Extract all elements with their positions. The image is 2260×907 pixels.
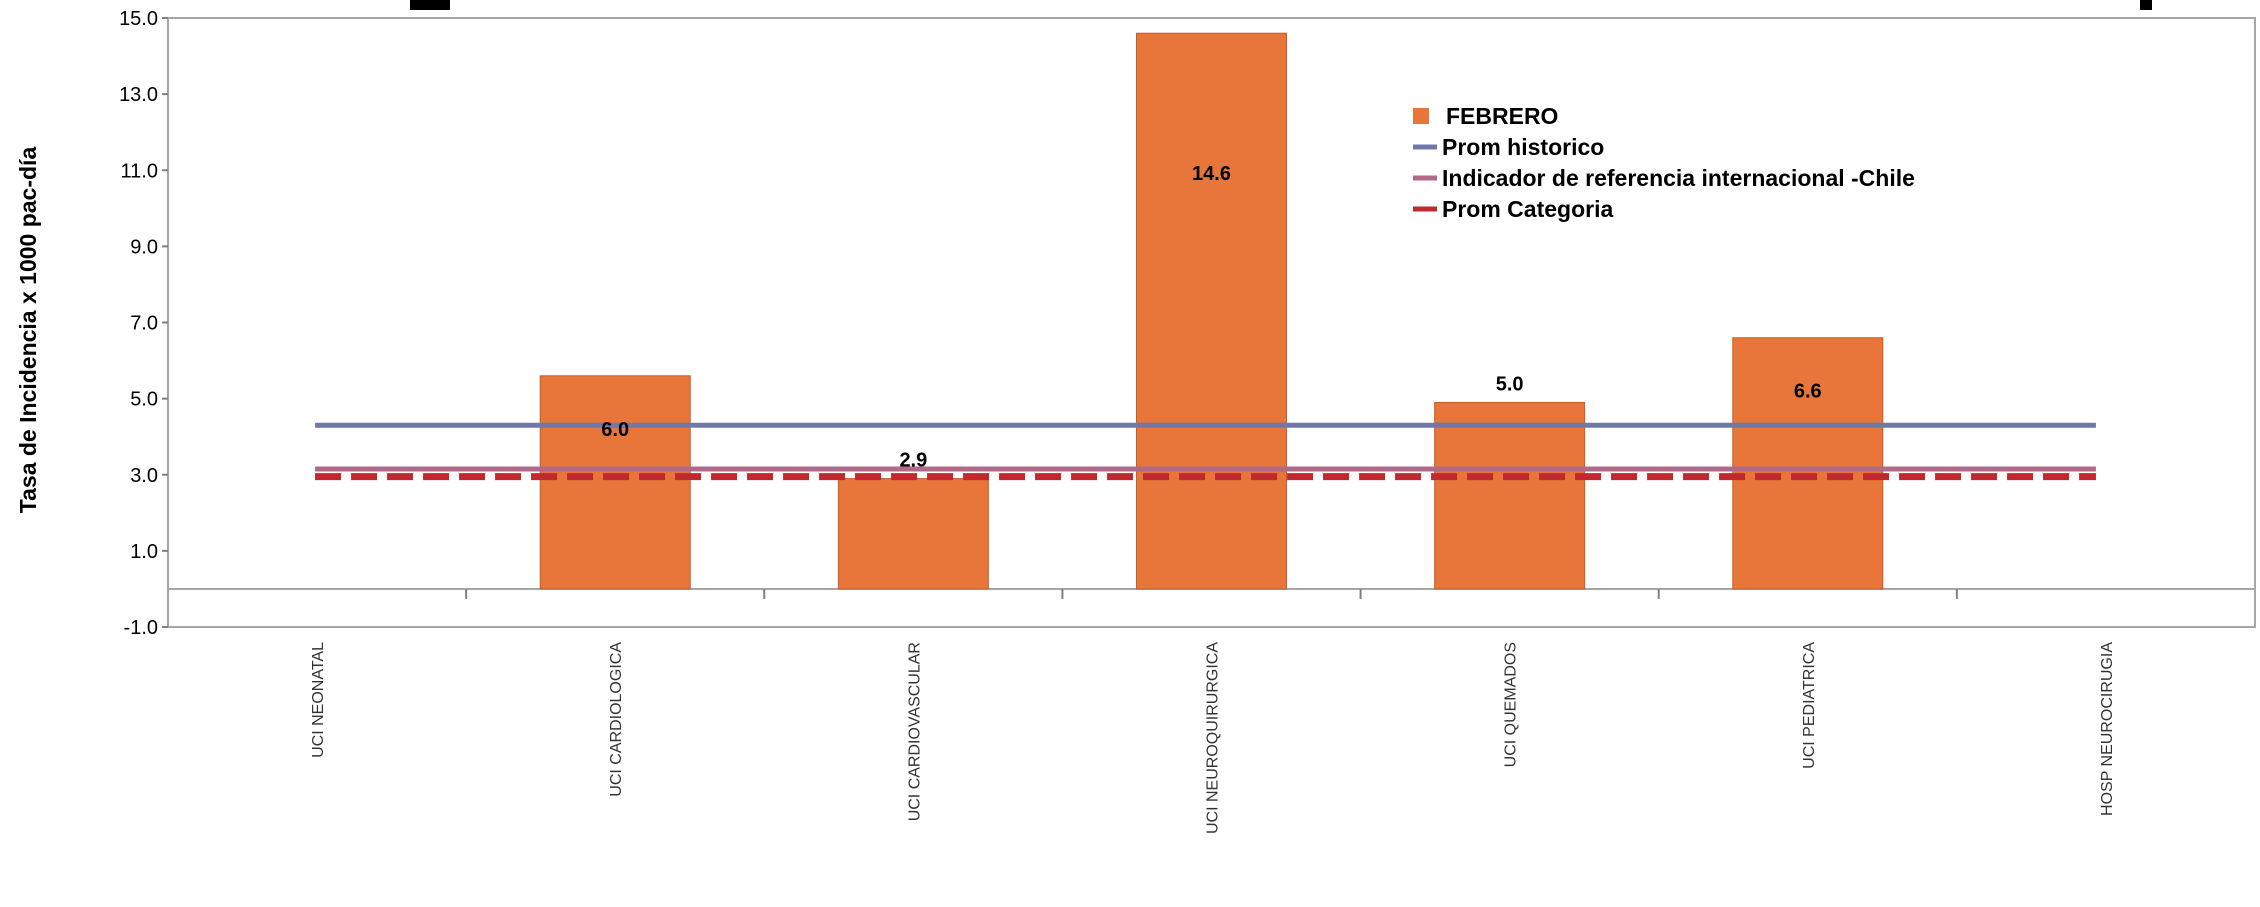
data-label: 6.6 xyxy=(1794,381,1822,403)
y-tick-label: 1.0 xyxy=(130,541,158,563)
bar xyxy=(1434,401,1586,590)
x-category-label: UCI PEDIATRICA xyxy=(1801,642,1818,769)
x-category-label: UCI QUEMADOS xyxy=(1503,642,1520,767)
y-tick-label: 3.0 xyxy=(130,465,158,487)
bar xyxy=(1732,337,1884,590)
bar xyxy=(1136,32,1287,590)
legend-label: Prom historico xyxy=(1442,134,1604,160)
y-tick-label: 9.0 xyxy=(130,236,158,258)
y-axis-ticks: 15.0 13.0 11.0 9.0 7.0 5.0 3.0 1.0 -1.0 xyxy=(119,8,168,639)
title-remnant-left xyxy=(410,0,450,10)
y-tick-label: 13.0 xyxy=(119,84,158,106)
bars-layer xyxy=(539,32,1884,590)
y-tick-label: -1.0 xyxy=(124,617,158,639)
data-label: 14.6 xyxy=(1192,163,1231,185)
y-axis-label: Tasa de Incidencia x 1000 pac-día xyxy=(15,147,41,514)
legend: FEBRERO Prom historico Indicador de refere… xyxy=(1413,103,1915,222)
x-category-label: UCI CARDIOVASCULAR xyxy=(906,642,923,821)
legend-swatch xyxy=(1413,108,1429,124)
x-category-label: UCI NEUROQUIRURGICA xyxy=(1205,642,1222,834)
bar xyxy=(837,478,989,590)
data-label: 5.0 xyxy=(1496,373,1524,395)
y-tick-label: 15.0 xyxy=(119,8,158,30)
legend-label: Indicador de referencia internacional -C… xyxy=(1442,165,1915,191)
x-axis-categories: UCI NEONATAL UCI CARDIOLOGICA UCI CARDIOVA… xyxy=(310,642,2116,834)
y-tick-label: 11.0 xyxy=(121,160,158,182)
reference-lines-layer xyxy=(315,422,2096,481)
x-category-label: UCI NEONATAL xyxy=(310,642,327,758)
y-tick-label: 7.0 xyxy=(130,313,158,335)
bar xyxy=(539,375,691,590)
legend-label: Prom Categoria xyxy=(1442,196,1613,222)
x-category-label: UCI CARDIOLOGICA xyxy=(608,642,625,797)
y-tick-label: 5.0 xyxy=(130,389,158,411)
title-remnant-right xyxy=(2140,0,2152,10)
data-label: 2.9 xyxy=(899,450,927,472)
data-labels-layer: 6.0 2.9 14.6 5.0 6.6 xyxy=(601,163,1821,471)
x-category-label: HOSP NEUROCIRUGIA xyxy=(2099,642,2116,816)
data-label: 6.0 xyxy=(601,419,629,441)
legend-label: FEBRERO xyxy=(1446,103,1558,129)
